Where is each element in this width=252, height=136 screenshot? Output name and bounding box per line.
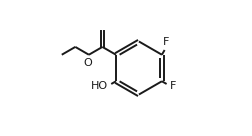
Text: F: F [163,37,170,47]
Text: F: F [170,81,176,91]
Text: HO: HO [91,81,108,91]
Text: O: O [84,58,92,68]
